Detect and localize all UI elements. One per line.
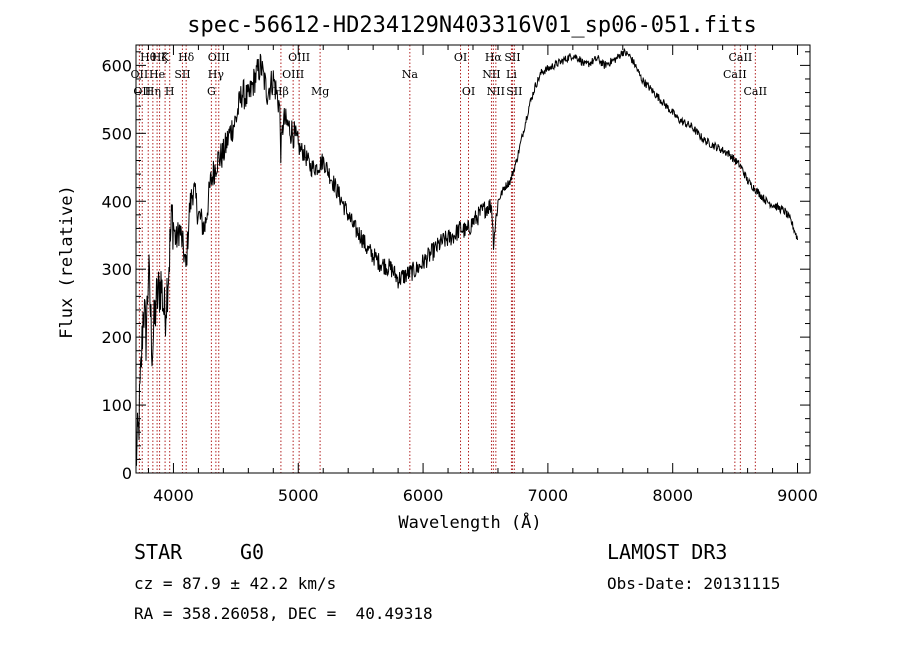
line-marker-label: He — [149, 68, 165, 81]
line-markers — [138, 45, 756, 473]
x-tick-label: 6000 — [403, 486, 444, 505]
line-marker-label: SII — [506, 85, 522, 98]
coordinates: RA = 358.26058, DEC = 40.49318 — [134, 604, 433, 623]
line-marker-label: NII — [482, 68, 500, 81]
x-tick-label: 4000 — [153, 486, 194, 505]
y-tick-label: 400 — [101, 192, 132, 211]
y-axis-label: Flux (relative) — [57, 185, 77, 339]
line-marker-label: K — [161, 51, 170, 64]
line-marker-label: Hθ — [140, 51, 157, 64]
spectral-subclass: G0 — [240, 540, 265, 564]
line-marker-label: OIII — [282, 68, 304, 81]
x-tick-label: 9000 — [777, 486, 818, 505]
y-tick-label: 0 — [122, 464, 132, 483]
line-marker-label: NII — [487, 85, 505, 98]
x-axis-label: Wavelength (Å) — [398, 511, 541, 533]
line-marker-label: OIII — [208, 51, 230, 64]
x-tick-label: 7000 — [528, 486, 569, 505]
observation-date: Obs-Date: 20131115 — [607, 574, 781, 593]
line-marker-label: SII — [504, 51, 520, 64]
y-tick-label: 100 — [101, 396, 132, 415]
y-axis-ticks: 0 100 200 300 400 500 600 — [101, 51, 810, 483]
line-marker-label: Hη — [145, 85, 161, 98]
line-marker-label: OII — [133, 85, 151, 98]
line-marker-labels: OIIOIIHθHηHeHζKHSIIHδGHγOIIIHβOIIIOIIIMg… — [131, 51, 768, 98]
line-marker-label: OIII — [288, 51, 310, 64]
line-marker-label: Na — [402, 68, 419, 81]
line-marker-label: Mg — [311, 85, 329, 98]
y-tick-label: 500 — [101, 124, 132, 143]
line-marker-label: Hζ — [152, 51, 168, 64]
x-axis-ticks: 4000 5000 6000 7000 8000 9000 — [147, 45, 818, 505]
line-marker-label: H — [165, 85, 175, 98]
redshift-velocity: cz = 87.9 ± 42.2 km/s — [134, 574, 337, 593]
x-tick-label: 8000 — [652, 486, 693, 505]
line-marker-label: CaII — [723, 68, 747, 81]
line-marker-label: Hγ — [208, 68, 225, 81]
line-marker-label: SII — [174, 68, 190, 81]
plot-frame — [135, 44, 811, 474]
line-marker-label: OI — [462, 85, 475, 98]
line-marker-label: OII — [131, 68, 149, 81]
line-marker-label: G — [207, 85, 216, 98]
x-tick-label: 5000 — [278, 486, 319, 505]
y-tick-label: 300 — [101, 260, 132, 279]
chart-title: spec-56612-HD234129N403316V01_sp06-051.f… — [187, 13, 757, 38]
line-marker-label: Hδ — [178, 51, 195, 64]
y-tick-label: 600 — [101, 56, 132, 75]
spectrum-line — [135, 47, 798, 466]
survey-name: LAMOST DR3 — [607, 540, 728, 564]
y-tick-label: 200 — [101, 328, 132, 347]
line-marker-label: Li — [506, 68, 517, 81]
line-marker-label: CaII — [743, 85, 767, 98]
object-type: STAR — [134, 540, 183, 564]
line-marker-label: OI — [454, 51, 467, 64]
line-marker-label: Hα — [485, 51, 503, 64]
line-marker-label: CaII — [729, 51, 753, 64]
